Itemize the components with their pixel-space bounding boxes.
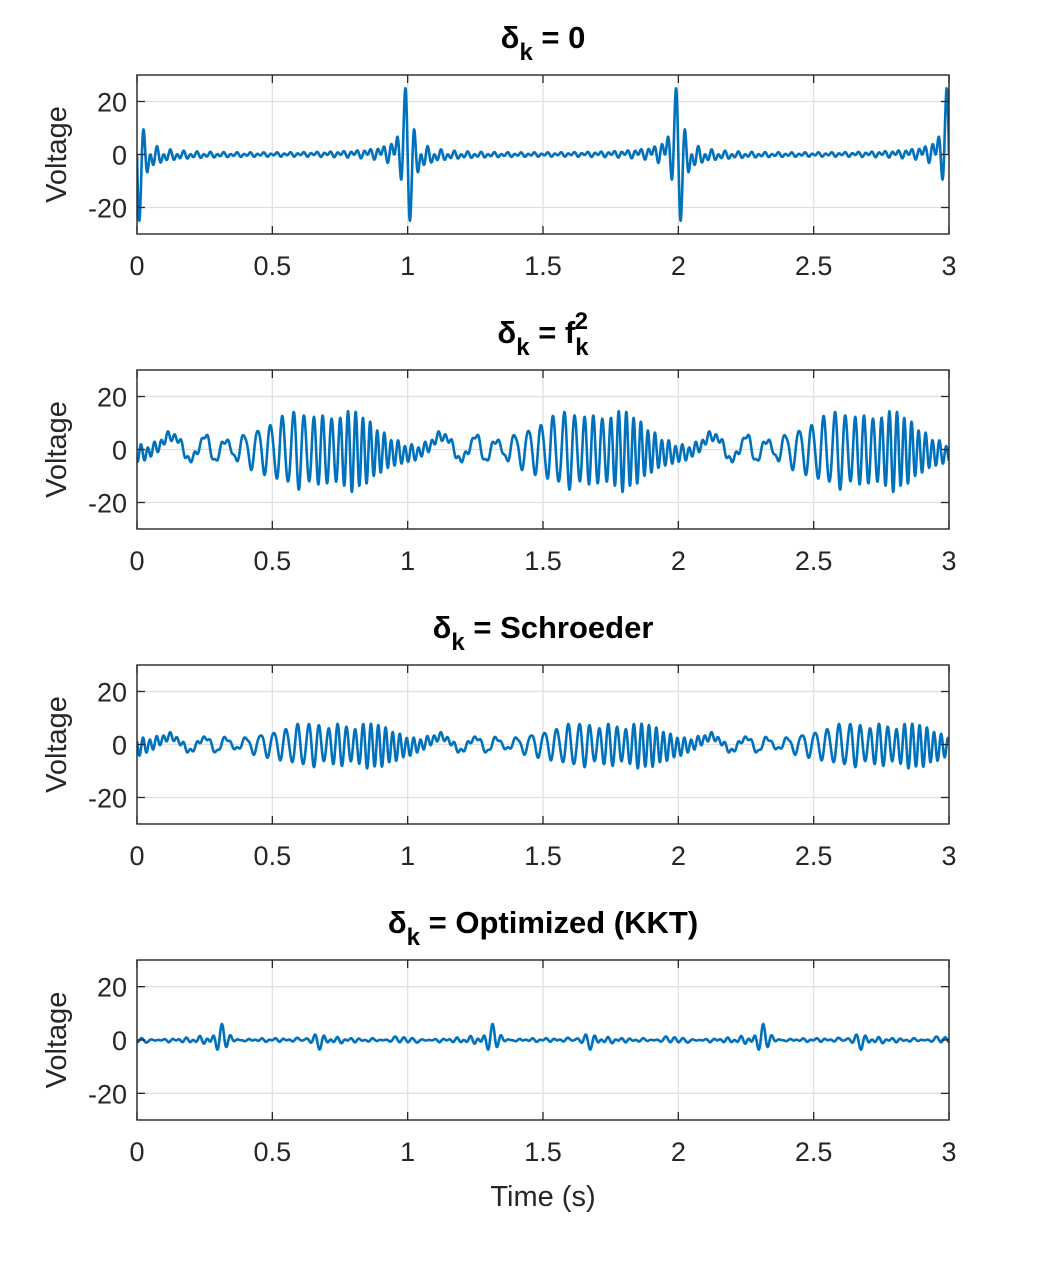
x-tick-label: 3 xyxy=(941,1137,956,1167)
x-axis-label: Time (s) xyxy=(490,1181,595,1213)
y-tick-label: -20 xyxy=(88,194,127,224)
x-tick-label: 3 xyxy=(941,546,956,576)
x-tick-label: 2 xyxy=(671,1137,686,1167)
series-line xyxy=(137,722,949,770)
x-tick-label: 2.5 xyxy=(795,841,833,871)
y-axis-label: Voltage xyxy=(41,401,73,498)
x-tick-label: 1 xyxy=(400,546,415,576)
y-tick-label: -20 xyxy=(88,784,127,814)
x-tick-label: 2 xyxy=(671,841,686,871)
y-tick-label: -20 xyxy=(88,489,127,519)
x-tick-label: 1 xyxy=(400,251,415,281)
series-line xyxy=(137,409,949,494)
x-tick-label: 3 xyxy=(941,841,956,871)
y-tick-label: 0 xyxy=(112,731,127,761)
x-tick-label: 2.5 xyxy=(795,546,833,576)
y-tick-label: -20 xyxy=(88,1079,127,1109)
y-tick-label: 0 xyxy=(112,436,127,466)
y-tick-label: 20 xyxy=(97,383,127,413)
subplot-title: δk = Optimized (KKT) xyxy=(388,905,698,951)
subplot-title: δk = fk2 xyxy=(497,308,589,361)
x-tick-label: 0 xyxy=(129,1137,144,1167)
x-tick-label: 0.5 xyxy=(254,841,292,871)
y-axis-label: Voltage xyxy=(41,696,73,793)
x-tick-label: 2 xyxy=(671,546,686,576)
x-tick-label: 1 xyxy=(400,841,415,871)
x-tick-label: 3 xyxy=(941,251,956,281)
x-tick-label: 1.5 xyxy=(524,546,562,576)
x-tick-label: 0 xyxy=(129,251,144,281)
y-axis-label: Voltage xyxy=(41,992,73,1089)
x-tick-label: 0 xyxy=(129,546,144,576)
x-tick-label: 0.5 xyxy=(254,251,292,281)
y-tick-label: 20 xyxy=(97,88,127,118)
x-tick-label: 0.5 xyxy=(254,546,292,576)
x-tick-label: 0.5 xyxy=(254,1137,292,1167)
x-tick-label: 0 xyxy=(129,841,144,871)
x-tick-label: 1.5 xyxy=(524,1137,562,1167)
subplot-title: δk = Schroeder xyxy=(433,610,654,656)
x-tick-label: 2.5 xyxy=(795,251,833,281)
series-line xyxy=(137,86,949,223)
y-tick-label: 0 xyxy=(112,141,127,171)
y-tick-label: 0 xyxy=(112,1026,127,1056)
x-tick-label: 2 xyxy=(671,251,686,281)
y-tick-label: 20 xyxy=(97,973,127,1003)
y-axis-label: Voltage xyxy=(41,106,73,203)
subplot-title: δk = 0 xyxy=(501,20,586,66)
y-tick-label: 20 xyxy=(97,678,127,708)
series-line xyxy=(137,1022,949,1051)
x-tick-label: 1.5 xyxy=(524,841,562,871)
x-tick-label: 2.5 xyxy=(795,1137,833,1167)
x-tick-label: 1 xyxy=(400,1137,415,1167)
x-tick-label: 1.5 xyxy=(524,251,562,281)
